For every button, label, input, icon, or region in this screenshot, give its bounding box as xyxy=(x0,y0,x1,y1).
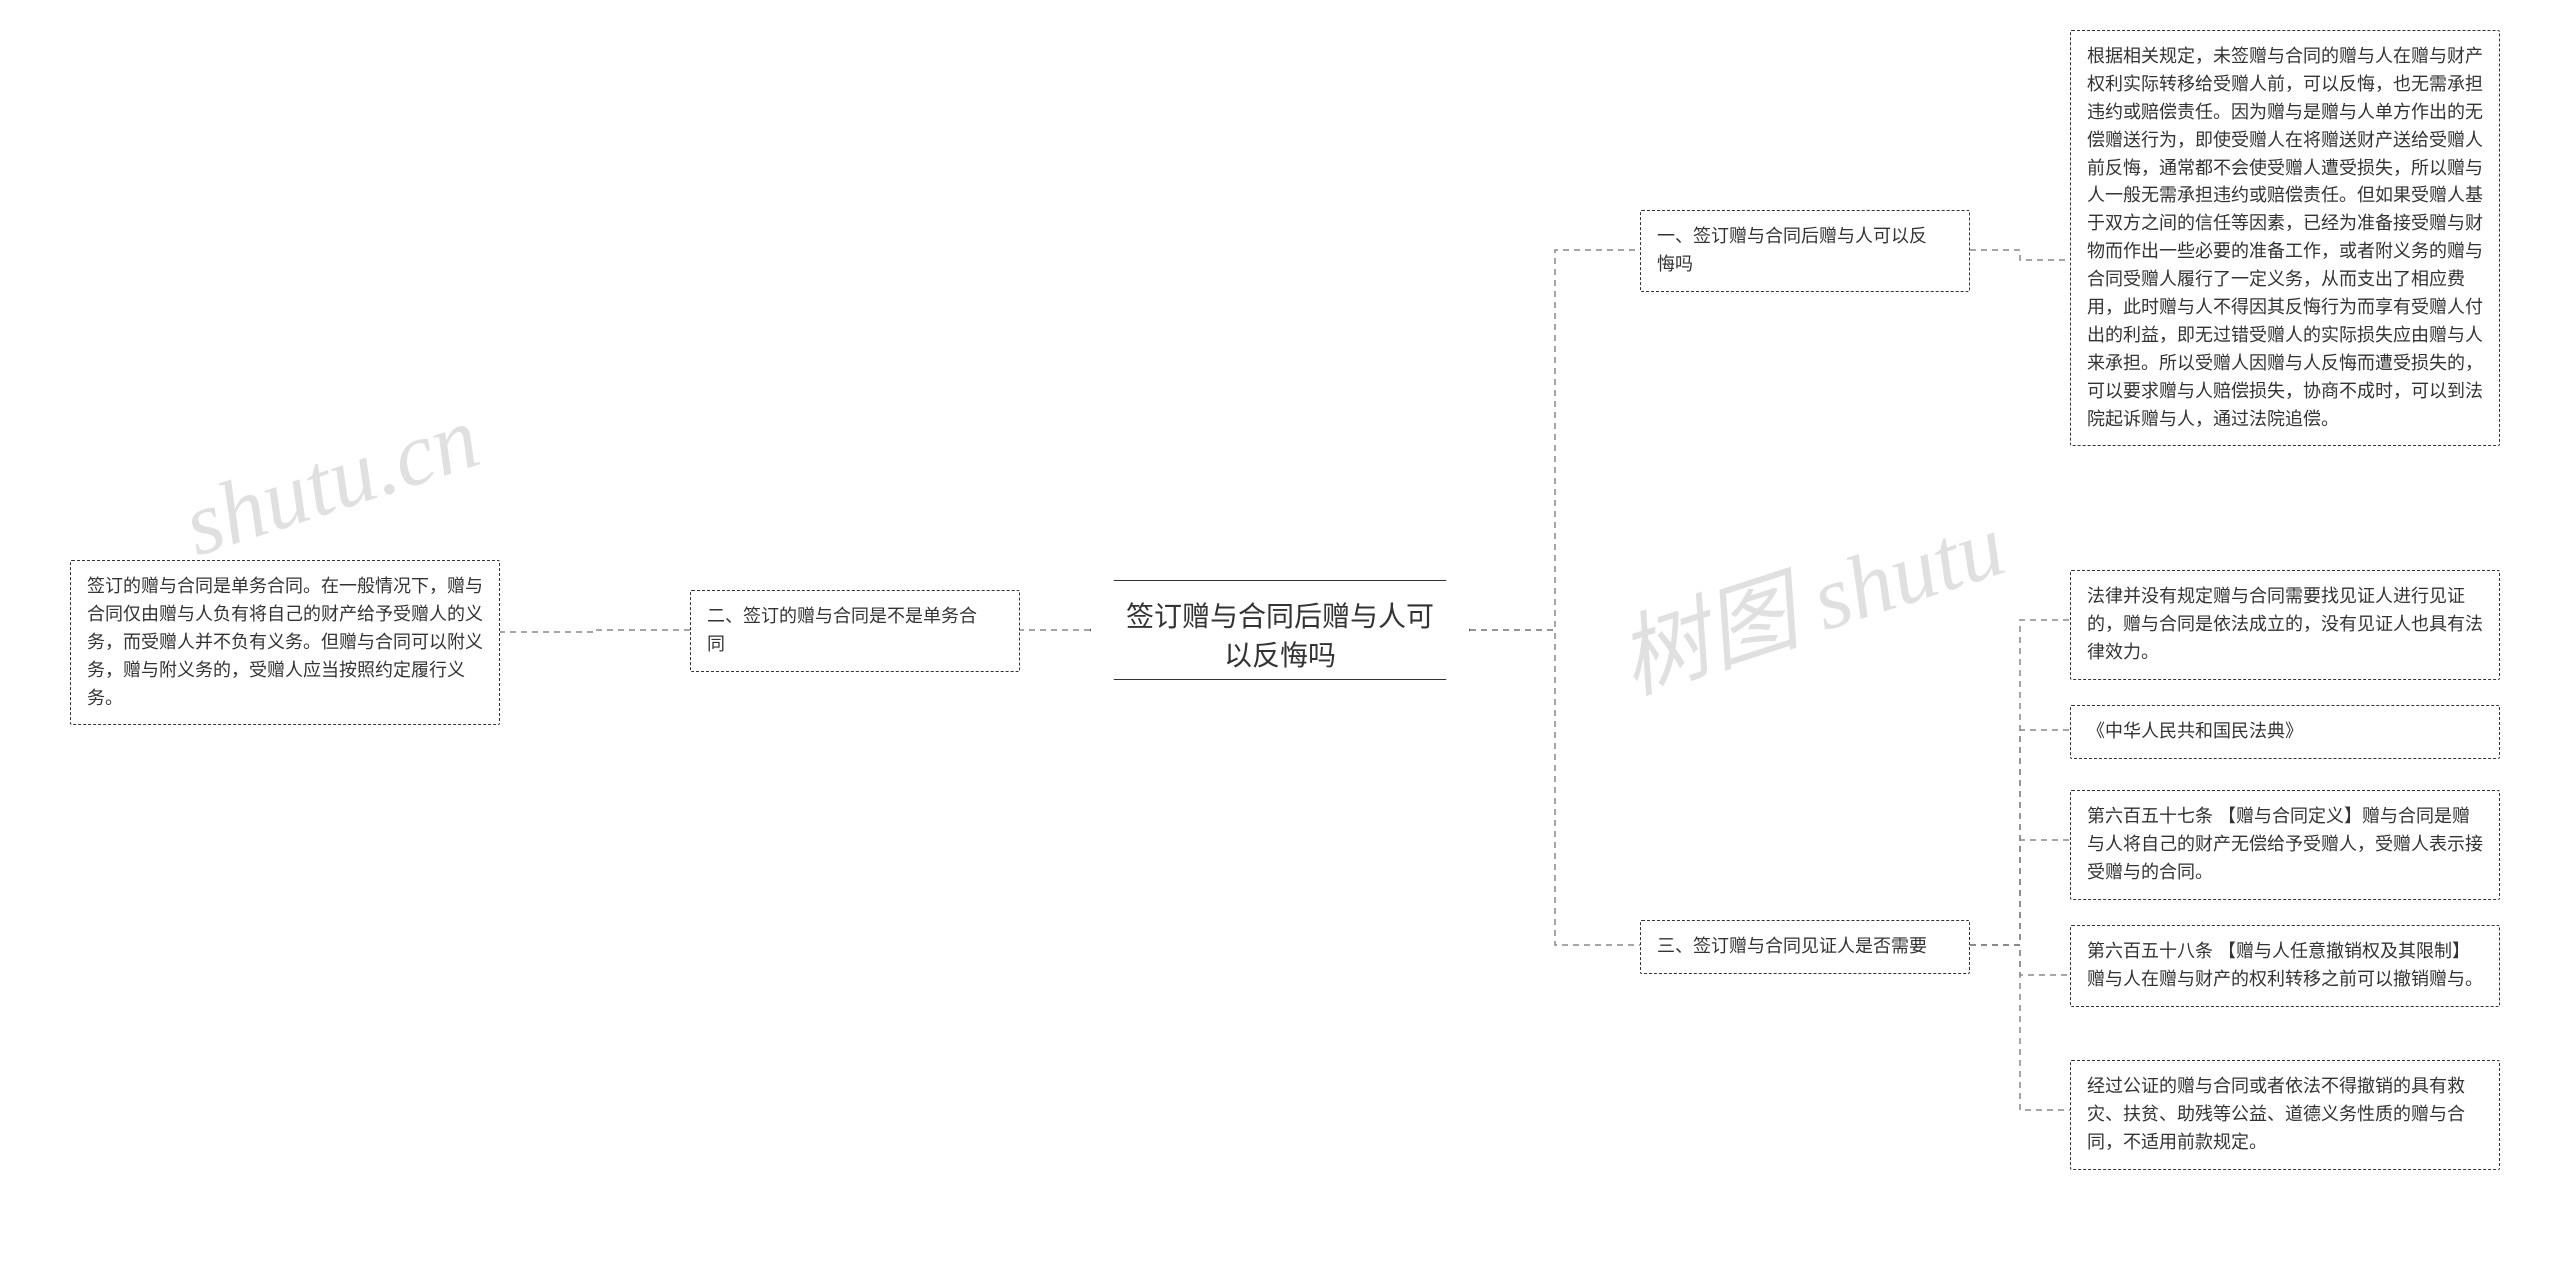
branch-1-leaf-1: 根据相关规定，未签赠与合同的赠与人在赠与财产权利实际转移给受赠人前，可以反悔，也… xyxy=(2070,30,2500,446)
watermark-2: 树图 shutu xyxy=(1600,472,2018,718)
center-node-text: 签订赠与合同后赠与人可以反悔吗 xyxy=(1126,601,1434,671)
branch-3-leaf-2: 《中华人民共和国民法典》 xyxy=(2070,705,2500,759)
branch-3-leaf-4: 第六百五十八条 【赠与人任意撤销权及其限制】赠与人在赠与财产的权利转移之前可以撤… xyxy=(2070,925,2500,1007)
branch-2-node: 二、签订的赠与合同是不是单务合同 xyxy=(690,590,1020,672)
branch-1-text: 一、签订赠与合同后赠与人可以反悔吗 xyxy=(1657,226,1927,274)
branch-1-leaf-1-text: 根据相关规定，未签赠与合同的赠与人在赠与财产权利实际转移给受赠人前，可以反悔，也… xyxy=(2087,46,2483,429)
branch-3-leaf-4-text: 第六百五十八条 【赠与人任意撤销权及其限制】赠与人在赠与财产的权利转移之前可以撤… xyxy=(2087,941,2483,989)
branch-1-node: 一、签订赠与合同后赠与人可以反悔吗 xyxy=(1640,210,1970,292)
branch-3-leaf-1-text: 法律并没有规定赠与合同需要找见证人进行见证的，赠与合同是依法成立的，没有见证人也… xyxy=(2087,586,2483,662)
branch-3-leaf-5: 经过公证的赠与合同或者依法不得撤销的具有救灾、扶贫、助残等公益、道德义务性质的赠… xyxy=(2070,1060,2500,1170)
branch-2-leaf-1: 签订的赠与合同是单务合同。在一般情况下，赠与合同仅由赠与人负有将自己的财产给予受… xyxy=(70,560,500,725)
branch-3-leaf-1: 法律并没有规定赠与合同需要找见证人进行见证的，赠与合同是依法成立的，没有见证人也… xyxy=(2070,570,2500,680)
branch-2-text: 二、签订的赠与合同是不是单务合同 xyxy=(707,606,977,654)
center-node: 签订赠与合同后赠与人可以反悔吗 xyxy=(1090,580,1470,680)
branch-3-leaf-5-text: 经过公证的赠与合同或者依法不得撤销的具有救灾、扶贫、助残等公益、道德义务性质的赠… xyxy=(2087,1076,2465,1152)
watermark-1: shutu.cn xyxy=(171,386,491,577)
branch-3-leaf-2-text: 《中华人民共和国民法典》 xyxy=(2087,721,2303,741)
branch-3-node: 三、签订赠与合同见证人是否需要 xyxy=(1640,920,1970,974)
branch-3-leaf-3-text: 第六百五十七条 【赠与合同定义】赠与合同是赠与人将自己的财产无偿给予受赠人，受赠… xyxy=(2087,806,2483,882)
branch-3-text: 三、签订赠与合同见证人是否需要 xyxy=(1657,936,1927,956)
branch-3-leaf-3: 第六百五十七条 【赠与合同定义】赠与合同是赠与人将自己的财产无偿给予受赠人，受赠… xyxy=(2070,790,2500,900)
branch-2-leaf-1-text: 签订的赠与合同是单务合同。在一般情况下，赠与合同仅由赠与人负有将自己的财产给予受… xyxy=(87,576,483,708)
